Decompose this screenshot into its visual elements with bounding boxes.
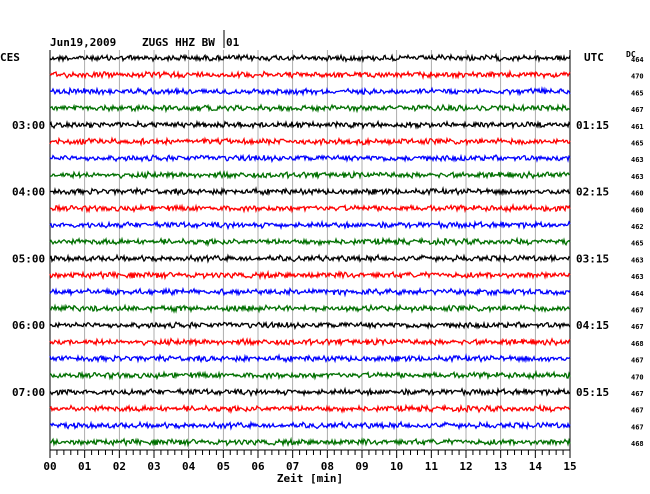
seismic-trace (49, 69, 571, 80)
x-tick-label: 05 (217, 460, 230, 473)
grid (49, 30, 571, 458)
dc-offset-value: 467 (631, 423, 644, 431)
seismic-trace (49, 119, 571, 130)
left-hour-label: 04:00 (12, 186, 45, 199)
left-hour-label: 07:00 (12, 386, 45, 399)
dc-offset-value: 467 (631, 307, 644, 315)
dc-offset-value: 467 (631, 106, 644, 114)
seismic-trace (49, 320, 571, 331)
dc-offset-value: 463 (631, 273, 644, 281)
right-timezone-label: UTC (584, 51, 604, 64)
trace-group (49, 52, 571, 448)
header-station: ZUGS HHZ BW (142, 36, 215, 49)
left-hour-label: 03:00 (12, 119, 45, 132)
seismic-trace (49, 403, 571, 415)
seismic-trace (49, 103, 571, 114)
dc-offset-value: 462 (631, 223, 644, 231)
seismic-trace (49, 202, 571, 214)
x-tick-label: 00 (43, 460, 56, 473)
dc-offset-value: 460 (631, 190, 644, 198)
x-tick-label: 13 (494, 460, 507, 473)
x-tick-label: 15 (563, 460, 576, 473)
seismic-trace (49, 352, 571, 364)
right-hour-label: 05:15 (576, 386, 609, 399)
x-tick-label: 03 (147, 460, 160, 473)
seismic-trace (49, 153, 571, 164)
right-hour-label: 03:15 (576, 252, 609, 265)
seismic-trace (49, 286, 571, 298)
x-tick-label: 04 (182, 460, 196, 473)
dc-offset-value: 470 (631, 73, 644, 81)
dc-offset-value: 467 (631, 323, 644, 331)
seismic-trace (49, 269, 571, 281)
right-hour-label: 01:15 (576, 119, 609, 132)
label-group: Jun19,2009 ZUGS HHZ BW 01 CES UTC DC 03:00 04:0… (0, 36, 644, 485)
dc-offset-value: 461 (631, 123, 644, 131)
dc-offset-value: 464 (631, 56, 644, 64)
seismic-trace (49, 136, 571, 147)
seismic-trace (49, 303, 571, 314)
dc-offset-value: 467 (631, 390, 644, 398)
dc-offset-value: 467 (631, 357, 644, 365)
dc-offset-value: 468 (631, 340, 644, 348)
x-tick-label: 01 (78, 460, 92, 473)
dc-offset-value: 463 (631, 156, 644, 164)
seismic-trace (49, 436, 571, 448)
header-date: Jun19,2009 (50, 36, 116, 49)
dc-offset-value: 463 (631, 173, 644, 181)
x-tick-label: 12 (459, 460, 472, 473)
dc-offset-value: 463 (631, 256, 644, 264)
seismic-trace (49, 253, 571, 264)
seismic-trace (49, 420, 571, 431)
dc-label: DC (626, 50, 636, 59)
x-tick-label: 09 (355, 460, 368, 473)
header-channel: 01 (226, 36, 240, 49)
x-tick-label: 11 (425, 460, 439, 473)
x-axis-label: Zeit [min] (277, 472, 343, 485)
dc-offset-value: 465 (631, 140, 644, 148)
seismic-trace (49, 236, 571, 248)
dc-offset-value: 468 (631, 440, 644, 448)
seismic-trace (49, 185, 571, 197)
seismic-trace (49, 369, 571, 381)
seismic-trace (49, 219, 571, 231)
seismic-trace (49, 336, 571, 347)
dc-offset-value: 464 (631, 290, 644, 298)
left-hour-label: 06:00 (12, 319, 45, 332)
dc-offset-value: 470 (631, 373, 644, 381)
right-hour-label: 02:15 (576, 186, 609, 199)
right-hour-label: 04:15 (576, 319, 609, 332)
seismic-trace (50, 85, 571, 97)
dc-offset-value: 460 (631, 206, 644, 214)
x-tick-label: 08 (321, 460, 334, 473)
left-timezone-label: CES (0, 51, 20, 64)
x-tick-label: 06 (251, 460, 265, 473)
x-tick-label: 02 (113, 460, 126, 473)
x-tick-label: 14 (529, 460, 543, 473)
dc-offset-value: 467 (631, 407, 644, 415)
seismic-trace (49, 169, 571, 180)
seismic-trace (49, 52, 571, 63)
x-tick-label: 10 (390, 460, 403, 473)
left-hour-label: 05:00 (12, 252, 45, 265)
dc-offset-value: 465 (631, 240, 644, 248)
dc-offset-value: 465 (631, 89, 644, 97)
seismic-trace (49, 386, 571, 398)
x-tick-label: 07 (286, 460, 299, 473)
